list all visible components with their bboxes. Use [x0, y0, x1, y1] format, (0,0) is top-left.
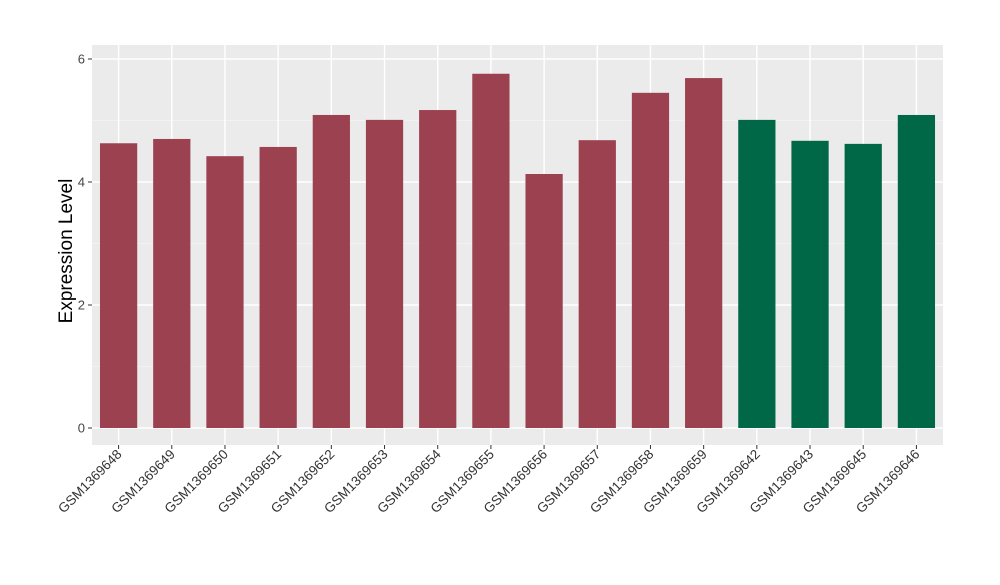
bar-GSM1369642: [738, 119, 776, 428]
bar-GSM1369645: [844, 143, 882, 428]
bar-GSM1369652: [312, 114, 350, 428]
y-tick-label: 2: [78, 298, 85, 313]
bar-GSM1369651: [259, 146, 297, 428]
bar-GSM1369659: [685, 78, 723, 428]
y-axis: 0 2 4 6: [78, 52, 92, 436]
bar-GSM1369649: [153, 138, 191, 428]
bar-GSM1369653: [365, 119, 404, 428]
bar-GSM1369650: [206, 156, 244, 429]
bar-GSM1369643: [791, 140, 829, 429]
y-tick-label: 6: [78, 52, 85, 67]
y-tick-label: 0: [78, 421, 85, 436]
bar-GSM1369646: [897, 114, 936, 428]
bar-GSM1369654: [419, 110, 457, 429]
y-tick-label: 4: [78, 175, 85, 190]
y-axis-label: Expression Level: [56, 179, 77, 324]
x-axis: GSM1369648GSM1369649GSM1369650GSM1369651…: [55, 445, 923, 516]
bar-GSM1369657: [578, 140, 616, 428]
bars: [99, 73, 936, 429]
bar-GSM1369648: [99, 143, 138, 428]
bar-GSM1369656: [525, 174, 563, 428]
bar-GSM1369655: [472, 73, 510, 428]
bar-GSM1369658: [631, 92, 670, 428]
